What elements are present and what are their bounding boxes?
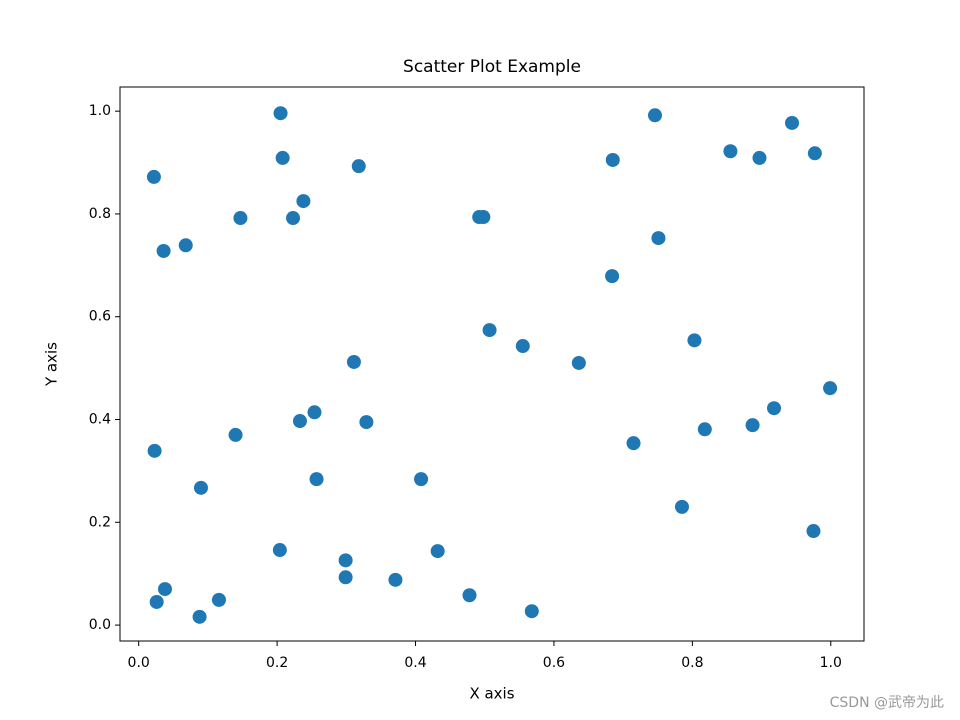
point [476,210,491,225]
point [275,150,290,165]
point [430,544,445,559]
point [309,472,324,487]
point [515,339,530,354]
point [605,269,620,284]
point [414,472,429,487]
x-tick-label: 0.2 [266,655,288,671]
y-tick-label: 1.0 [89,103,111,119]
point [388,572,403,587]
point [192,609,207,624]
point [351,159,366,174]
point [307,405,322,420]
x-tick-label: 0.6 [543,655,565,671]
point [482,323,497,338]
point [157,582,172,597]
point [767,401,782,416]
point [647,108,662,123]
point [338,570,353,585]
point [273,106,288,121]
y-axis-label: Y axis [43,342,61,387]
point [147,443,162,458]
x-axis-label: X axis [469,685,514,703]
point [524,604,539,619]
point [338,553,353,568]
x-tick-label: 1.0 [820,655,842,671]
point [286,211,301,226]
point [605,152,620,167]
point [193,480,208,495]
point [745,418,760,433]
y-tick-label: 0.2 [89,514,111,530]
y-tick-label: 0.8 [89,206,111,222]
x-tick-label: 0.4 [404,655,426,671]
plot-frame [119,86,865,642]
point [149,594,164,609]
point [156,243,171,258]
point [752,150,767,165]
point [292,414,307,429]
point [233,211,248,226]
point [674,499,689,514]
point [272,543,287,558]
y-tick-label: 0.6 [89,309,111,325]
point [462,588,477,603]
point [687,333,702,348]
point [651,231,666,246]
point [806,524,821,539]
y-tick-label: 0.4 [89,412,111,428]
point [807,146,822,161]
point [228,427,243,442]
point [571,355,586,370]
point [211,592,226,607]
point [823,381,838,396]
point [785,115,800,130]
point [697,422,712,437]
point [146,169,161,184]
x-tick-label: 0.8 [681,655,703,671]
y-tick-label: 0.0 [89,617,111,633]
point [359,415,374,430]
watermark: CSDN @武帝为此 [830,695,944,711]
point [723,144,738,159]
point [296,194,311,209]
x-tick-label: 0.0 [128,655,150,671]
point [626,436,641,451]
point [346,354,361,369]
chart-title: Scatter Plot Example [403,57,581,77]
point [178,238,193,253]
